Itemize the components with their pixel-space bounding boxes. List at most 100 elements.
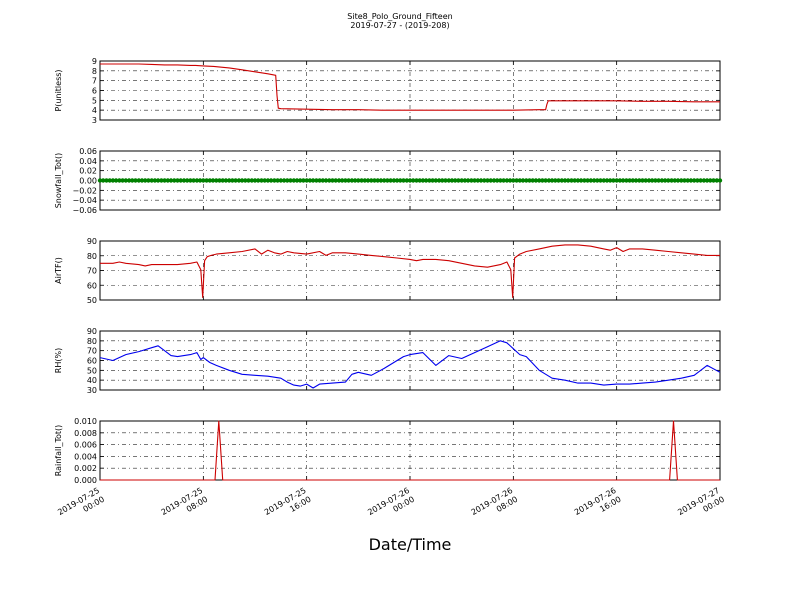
data-point bbox=[201, 178, 206, 183]
data-point bbox=[343, 178, 348, 183]
data-point bbox=[491, 178, 497, 183]
data-point bbox=[378, 178, 384, 183]
data-point bbox=[230, 178, 235, 183]
data-point bbox=[130, 178, 135, 183]
data-point bbox=[365, 178, 371, 183]
data-point bbox=[146, 178, 151, 183]
data-point bbox=[101, 178, 106, 183]
data-point bbox=[407, 178, 413, 183]
data-point bbox=[265, 178, 271, 183]
y-tick-label: 0.010 bbox=[74, 417, 97, 426]
data-point bbox=[104, 178, 109, 183]
y-tick-label: 0.000 bbox=[74, 476, 97, 485]
data-point bbox=[314, 178, 319, 183]
data-point bbox=[401, 178, 406, 183]
data-point bbox=[391, 178, 397, 183]
data-point bbox=[359, 178, 364, 183]
y-tick-label: 0.02 bbox=[79, 167, 97, 176]
x-axis-label: Date/Time bbox=[369, 535, 452, 554]
y-tick-label: 60 bbox=[87, 357, 97, 366]
y-tick-label: 70 bbox=[87, 267, 97, 276]
data-point bbox=[653, 178, 658, 183]
data-point bbox=[172, 178, 177, 183]
data-point bbox=[717, 178, 723, 183]
data-point bbox=[569, 178, 574, 183]
data-point bbox=[268, 178, 274, 183]
data-point bbox=[356, 178, 361, 183]
data-point bbox=[472, 178, 477, 183]
series-points bbox=[97, 178, 723, 183]
data-point bbox=[462, 178, 468, 183]
data-point bbox=[598, 178, 603, 183]
data-point bbox=[685, 178, 690, 183]
data-point bbox=[433, 178, 438, 183]
y-tick-label: 0.04 bbox=[79, 157, 97, 166]
data-point bbox=[398, 178, 403, 183]
data-point bbox=[181, 178, 187, 183]
data-point bbox=[291, 178, 296, 183]
data-point bbox=[281, 178, 287, 183]
data-point bbox=[210, 178, 216, 183]
series-line bbox=[100, 63, 720, 111]
data-point bbox=[675, 178, 681, 183]
data-point bbox=[465, 178, 471, 183]
y-tick-label: 0.06 bbox=[79, 147, 97, 156]
data-point bbox=[113, 178, 119, 183]
y-tick-label: 40 bbox=[87, 376, 97, 385]
y-axis-label: RH(%) bbox=[54, 348, 63, 373]
data-point bbox=[243, 178, 248, 183]
data-point bbox=[430, 178, 435, 183]
y-tick-label: 0.002 bbox=[74, 464, 97, 473]
data-point bbox=[152, 178, 158, 183]
data-point bbox=[278, 178, 283, 183]
data-point bbox=[582, 178, 587, 183]
data-point bbox=[404, 178, 409, 183]
data-point bbox=[340, 178, 345, 183]
data-point bbox=[595, 178, 600, 183]
data-point bbox=[711, 178, 716, 183]
data-point bbox=[701, 178, 707, 183]
data-point bbox=[136, 178, 141, 183]
data-point bbox=[643, 178, 648, 183]
y-tick-label: 7 bbox=[92, 77, 97, 86]
data-point bbox=[537, 178, 542, 183]
data-point bbox=[420, 178, 426, 183]
data-point bbox=[459, 178, 464, 183]
data-point bbox=[275, 178, 280, 183]
y-axis-label: Rainfall_Tot() bbox=[54, 425, 63, 477]
data-point bbox=[168, 178, 174, 183]
data-point bbox=[155, 178, 161, 183]
data-point bbox=[233, 178, 238, 183]
y-tick-label: −0.04 bbox=[72, 196, 97, 205]
y-tick-label: 60 bbox=[87, 281, 97, 290]
data-point bbox=[288, 178, 293, 183]
data-point bbox=[310, 178, 316, 183]
y-tick-label: 50 bbox=[87, 366, 97, 375]
data-point bbox=[394, 178, 400, 183]
data-point bbox=[478, 178, 484, 183]
data-point bbox=[559, 178, 564, 183]
data-point bbox=[375, 178, 380, 183]
y-tick-label: 0.008 bbox=[74, 429, 97, 438]
data-point bbox=[427, 178, 432, 183]
series-line bbox=[99, 340, 721, 389]
data-point bbox=[669, 178, 674, 183]
data-point bbox=[662, 178, 668, 183]
data-point bbox=[414, 178, 419, 183]
data-point bbox=[575, 178, 581, 183]
data-point bbox=[708, 178, 713, 183]
data-point bbox=[488, 178, 493, 183]
data-point bbox=[236, 178, 242, 183]
data-point bbox=[469, 178, 474, 183]
data-point bbox=[627, 178, 632, 183]
data-point bbox=[495, 178, 500, 183]
data-point bbox=[549, 178, 555, 183]
data-point bbox=[546, 178, 552, 183]
data-point bbox=[249, 178, 254, 183]
x-tick-label: 2019-07-2500:00 bbox=[56, 486, 106, 526]
data-point bbox=[504, 178, 510, 183]
data-point bbox=[204, 178, 209, 183]
x-tick-label: 2019-07-2600:00 bbox=[366, 486, 416, 526]
data-point bbox=[672, 178, 677, 183]
